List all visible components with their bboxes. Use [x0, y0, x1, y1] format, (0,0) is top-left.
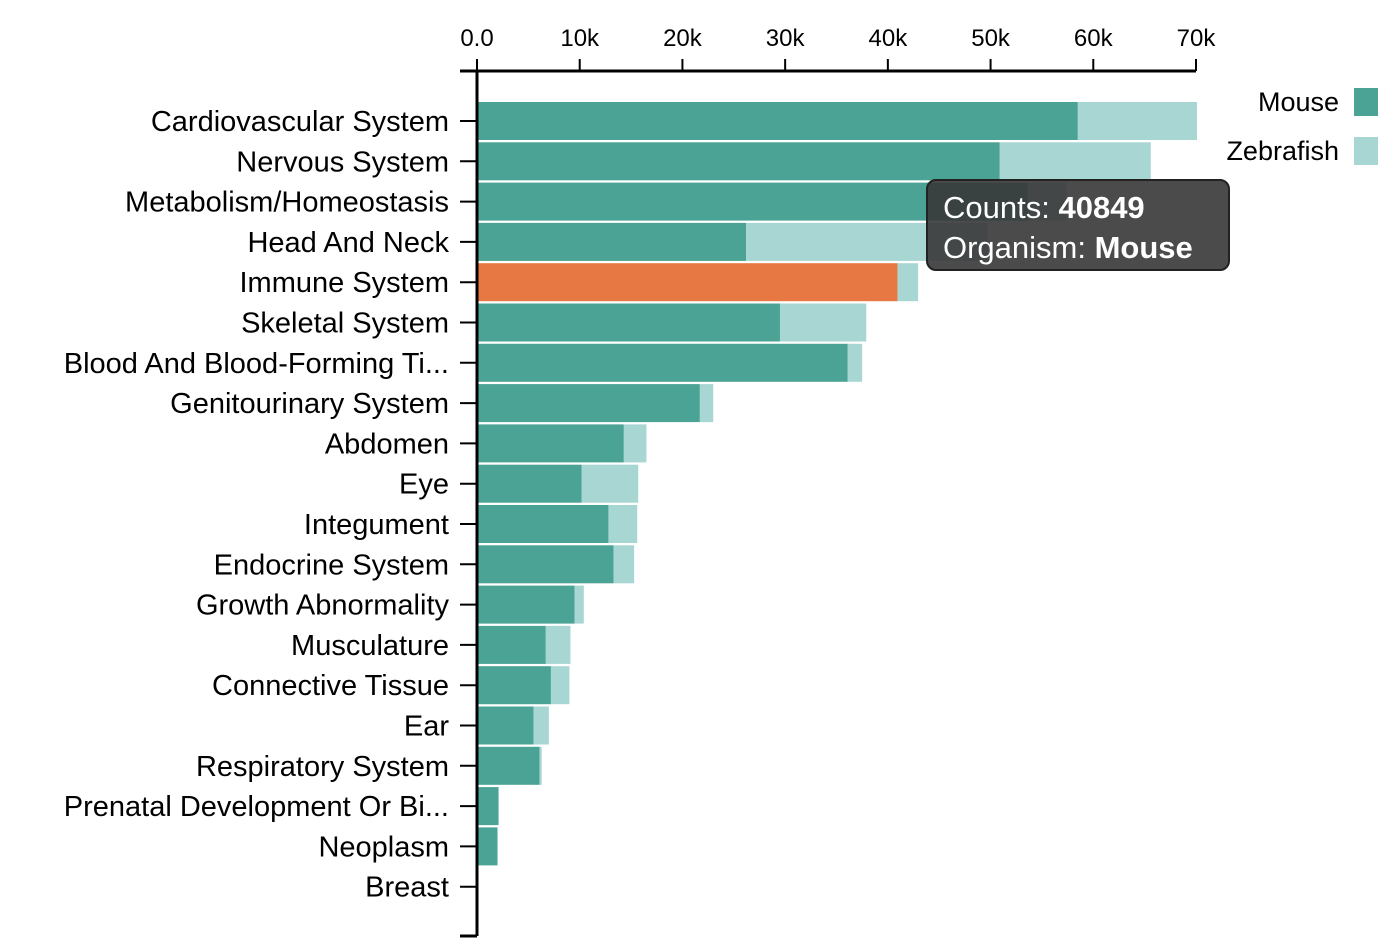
x-tick-label: 50k [971, 25, 1011, 52]
category-label: Abdomen [325, 428, 449, 460]
tooltip-organism-row: Organism: Mouse [943, 228, 1228, 268]
bar-mouse[interactable] [478, 424, 624, 463]
category-label: Breast [365, 872, 449, 904]
bar-zebrafish[interactable] [699, 384, 714, 423]
tooltip-organism-label: Organism: [943, 230, 1086, 265]
bar-mouse[interactable] [478, 343, 848, 382]
category-label: Skeletal System [241, 308, 449, 340]
x-tick-label: 0.0 [460, 25, 493, 52]
bar-mouse[interactable] [478, 625, 546, 664]
category-label: Growth Abnormality [196, 590, 450, 622]
category-label: Connective Tissue [212, 670, 449, 702]
x-tick-label: 30k [766, 25, 806, 52]
bar-zebrafish[interactable] [550, 666, 570, 705]
x-tick-label: 40k [869, 25, 909, 52]
bar-zebrafish[interactable] [539, 746, 542, 785]
bar-zebrafish[interactable] [545, 625, 571, 664]
category-label: Nervous System [236, 146, 449, 178]
bar-mouse[interactable] [478, 222, 747, 261]
category-label: Prenatal Development Or Bi... [64, 791, 449, 823]
tooltip-organism-value: Mouse [1094, 230, 1193, 265]
bar-zebrafish[interactable] [533, 706, 549, 745]
bar-zebrafish[interactable] [999, 142, 1151, 181]
bar-zebrafish[interactable] [581, 464, 639, 503]
category-label: Respiratory System [196, 751, 449, 783]
bar-zebrafish[interactable] [779, 303, 867, 342]
x-tick-label: 10k [560, 25, 600, 52]
category-label: Ear [404, 711, 449, 743]
category-label: Integument [304, 509, 449, 541]
y-axis: Cardiovascular System Nervous System Metab… [64, 71, 479, 938]
bar-zebrafish[interactable] [608, 505, 638, 543]
legend: Mouse Zebrafish [1226, 87, 1378, 166]
bar-zebrafish[interactable] [897, 263, 919, 302]
bar-mouse[interactable] [478, 585, 575, 624]
hover-tooltip: Counts: 40849 Organism: Mouse [926, 179, 1230, 271]
category-label: Musculature [291, 630, 449, 662]
bar-zebrafish[interactable] [574, 585, 584, 624]
tooltip-counts-row: Counts: 40849 [943, 188, 1228, 228]
category-label: Endocrine System [214, 549, 449, 581]
bar-mouse[interactable] [478, 384, 700, 423]
x-tick-label: 20k [663, 25, 703, 52]
bar-mouse[interactable] [478, 545, 614, 584]
bar-mouse[interactable] [478, 303, 780, 342]
tooltip-counts-label: Counts: [943, 190, 1050, 225]
bar-zebrafish[interactable] [613, 545, 635, 584]
bar-mouse[interactable] [478, 787, 499, 826]
category-label: Neoplasm [318, 831, 449, 863]
bar-mouse[interactable] [478, 746, 540, 785]
bars [478, 102, 1197, 866]
legend-swatch [1354, 137, 1378, 165]
x-tick-label: 70k [1177, 25, 1217, 52]
legend-label: Mouse [1258, 87, 1339, 117]
bar-mouse[interactable] [478, 827, 498, 866]
legend-label: Zebrafish [1226, 136, 1339, 166]
bar-mouse[interactable] [478, 706, 534, 745]
bar-zebrafish[interactable] [1077, 102, 1197, 140]
category-label: Metabolism/Homeostasis [125, 187, 449, 219]
category-label: Blood And Blood-Forming Ti... [64, 348, 449, 380]
bar-mouse[interactable] [478, 102, 1078, 140]
bar-zebrafish[interactable] [847, 343, 863, 382]
category-label: Cardiovascular System [151, 106, 449, 138]
bar-mouse[interactable] [478, 142, 1000, 181]
legend-swatch [1354, 88, 1378, 116]
x-tick-label: 60k [1074, 25, 1114, 52]
category-label: Eye [399, 469, 449, 501]
tooltip-counts-value: 40849 [1058, 190, 1145, 225]
category-label: Immune System [240, 267, 450, 299]
bar-mouse[interactable] [478, 505, 609, 543]
bar-zebrafish[interactable] [623, 424, 647, 463]
x-axis: 0.0 10k 20k 30k 40k 50k 60k 70k [460, 25, 1217, 73]
bar-mouse[interactable] [478, 263, 898, 302]
bar-mouse[interactable] [478, 464, 582, 503]
bar-mouse[interactable] [478, 666, 551, 705]
category-label: Genitourinary System [170, 388, 449, 420]
category-label: Head And Neck [247, 227, 449, 259]
